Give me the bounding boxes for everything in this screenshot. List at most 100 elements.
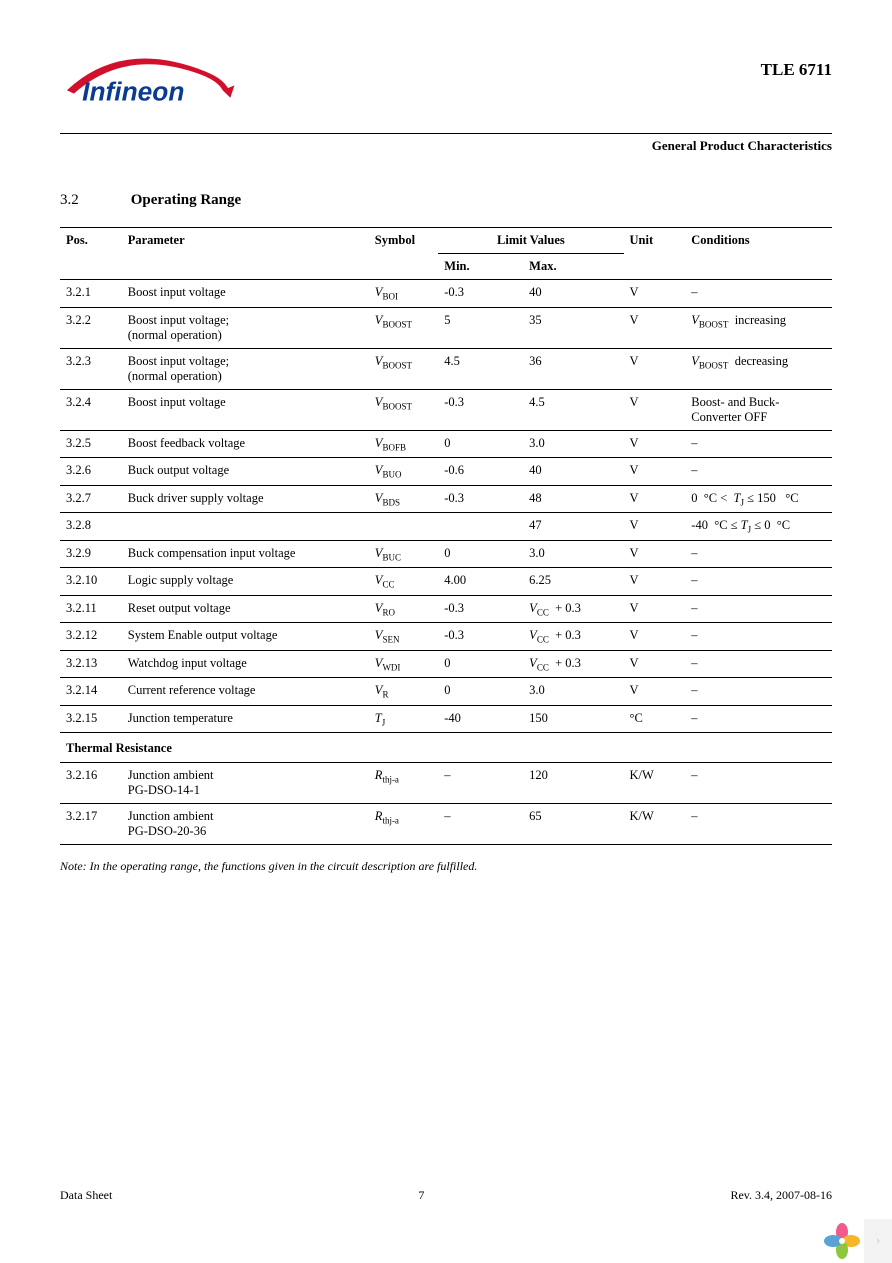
table-row: 3.2.15Junction temperatureTJ-40150°C–: [60, 705, 832, 733]
cell-conditions: –: [685, 280, 832, 308]
cell-unit: V: [624, 623, 686, 651]
cell-max: VCC + 0.3: [523, 650, 623, 678]
cell-conditions: –: [685, 623, 832, 651]
cell-symbol: VSEN: [369, 623, 438, 651]
cell-pos: 3.2.4: [60, 389, 122, 430]
cell-min: 0: [438, 430, 523, 458]
table-row: 3.2.2Boost input voltage;(normal operati…: [60, 307, 832, 348]
cell-min: 0: [438, 540, 523, 568]
cell-parameter: Buck output voltage: [122, 458, 369, 486]
table-row: 3.2.14Current reference voltageVR03.0V–: [60, 678, 832, 706]
cell-max: 36: [523, 348, 623, 389]
cell-unit: K/W: [624, 763, 686, 804]
footer-page-number: 7: [418, 1188, 424, 1203]
cell-unit: K/W: [624, 804, 686, 845]
cell-pos: 3.2.2: [60, 307, 122, 348]
cell-max: 3.0: [523, 540, 623, 568]
footer-revision: Rev. 3.4, 2007-08-16: [730, 1188, 832, 1203]
cell-pos: 3.2.17: [60, 804, 122, 845]
table-row: 3.2.847V-40 °C ≤ TJ ≤ 0 °C: [60, 513, 832, 541]
cell-min: -0.3: [438, 485, 523, 513]
col-header-limit: Limit Values: [438, 228, 623, 254]
col-header-symbol: Symbol: [369, 228, 438, 280]
cell-pos: 3.2.11: [60, 595, 122, 623]
cell-parameter: Buck compensation input voltage: [122, 540, 369, 568]
table-row: 3.2.16Junction ambientPG-DSO-14-1Rthj-a–…: [60, 763, 832, 804]
cell-max: 48: [523, 485, 623, 513]
table-row: 3.2.1Boost input voltageVBOI-0.340V–: [60, 280, 832, 308]
table-row: 3.2.5Boost feedback voltageVBOFB03.0V–: [60, 430, 832, 458]
corner-widget[interactable]: ›: [820, 1219, 892, 1263]
cell-unit: V: [624, 568, 686, 596]
table-row: 3.2.6Buck output voltageVBUO-0.640V–: [60, 458, 832, 486]
cell-conditions: –: [685, 650, 832, 678]
cell-parameter: Junction ambientPG-DSO-20-36: [122, 804, 369, 845]
cell-conditions: –: [685, 430, 832, 458]
cell-pos: 3.2.6: [60, 458, 122, 486]
cell-symbol: VWDI: [369, 650, 438, 678]
cell-max: 3.0: [523, 430, 623, 458]
cell-max: 40: [523, 458, 623, 486]
section-number: 3.2: [60, 192, 79, 209]
cell-parameter: Reset output voltage: [122, 595, 369, 623]
cell-conditions: –: [685, 763, 832, 804]
cell-min: –: [438, 804, 523, 845]
operating-range-table: Pos. Parameter Symbol Limit Values Unit …: [60, 227, 832, 845]
cell-symbol: VBOFB: [369, 430, 438, 458]
cell-conditions: –: [685, 568, 832, 596]
cell-max: 3.0: [523, 678, 623, 706]
cell-max: 40: [523, 280, 623, 308]
cell-parameter: Buck driver supply voltage: [122, 485, 369, 513]
cell-pos: 3.2.5: [60, 430, 122, 458]
cell-conditions: 0 °C < TJ ≤ 150 °C: [685, 485, 832, 513]
cell-symbol: Rthj-a: [369, 763, 438, 804]
cell-parameter: Boost input voltage: [122, 389, 369, 430]
cell-unit: V: [624, 513, 686, 541]
cell-min: 5: [438, 307, 523, 348]
cell-symbol: VBUC: [369, 540, 438, 568]
cell-parameter: Watchdog input voltage: [122, 650, 369, 678]
cell-symbol: TJ: [369, 705, 438, 733]
cell-symbol: VBOOST: [369, 307, 438, 348]
cell-parameter: Current reference voltage: [122, 678, 369, 706]
cell-symbol: [369, 513, 438, 541]
cell-min: 4.00: [438, 568, 523, 596]
cell-max: VCC + 0.3: [523, 623, 623, 651]
cell-conditions: –: [685, 458, 832, 486]
cell-parameter: Boost input voltage;(normal operation): [122, 348, 369, 389]
cell-unit: V: [624, 540, 686, 568]
cell-unit: V: [624, 430, 686, 458]
cell-symbol: VBOI: [369, 280, 438, 308]
col-header-pos: Pos.: [60, 228, 122, 280]
cell-conditions: VBOOST increasing: [685, 307, 832, 348]
cell-max: 120: [523, 763, 623, 804]
next-arrow-icon[interactable]: ›: [864, 1219, 892, 1263]
cell-min: -0.6: [438, 458, 523, 486]
cell-pos: 3.2.13: [60, 650, 122, 678]
col-header-parameter: Parameter: [122, 228, 369, 280]
cell-min: 0: [438, 650, 523, 678]
cell-unit: V: [624, 650, 686, 678]
cell-symbol: VRO: [369, 595, 438, 623]
cell-parameter: Logic supply voltage: [122, 568, 369, 596]
cell-unit: V: [624, 307, 686, 348]
col-header-conditions: Conditions: [685, 228, 832, 280]
cell-max: 6.25: [523, 568, 623, 596]
page-footer: Data Sheet 7 Rev. 3.4, 2007-08-16: [60, 1188, 832, 1203]
cell-unit: V: [624, 348, 686, 389]
table-note: Note: In the operating range, the functi…: [60, 859, 832, 874]
cell-parameter: Junction ambientPG-DSO-14-1: [122, 763, 369, 804]
cell-conditions: –: [685, 678, 832, 706]
cell-min: -0.3: [438, 280, 523, 308]
cell-pos: 3.2.10: [60, 568, 122, 596]
col-header-unit: Unit: [624, 228, 686, 280]
page-subheader: General Product Characteristics: [60, 138, 832, 154]
table-row: 3.2.4Boost input voltageVBOOST-0.34.5VBo…: [60, 389, 832, 430]
table-row: 3.2.10Logic supply voltageVCC4.006.25V–: [60, 568, 832, 596]
cell-min: -0.3: [438, 623, 523, 651]
cell-unit: V: [624, 458, 686, 486]
cell-min: 4.5: [438, 348, 523, 389]
cell-unit: V: [624, 595, 686, 623]
col-header-min: Min.: [438, 254, 523, 280]
cell-unit: °C: [624, 705, 686, 733]
